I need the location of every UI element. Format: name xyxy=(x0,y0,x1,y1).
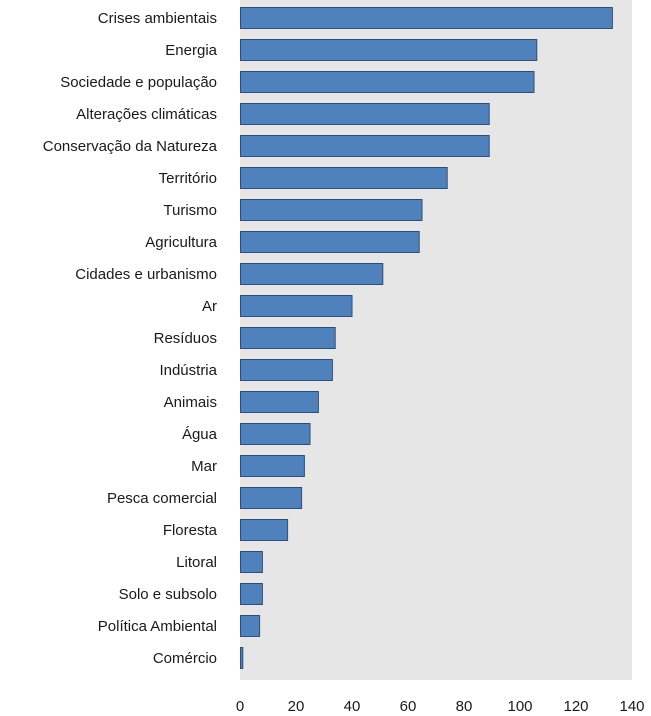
category-label: Política Ambiental xyxy=(98,618,217,635)
x-axis-ticks: 0 20 40 60 80 100 120 140 xyxy=(236,698,645,715)
bar-10 xyxy=(240,295,353,317)
bar-3 xyxy=(240,71,535,93)
bar-6 xyxy=(240,167,448,189)
category-label: Pesca comercial xyxy=(107,490,217,507)
category-label: Floresta xyxy=(163,522,218,539)
category-label: Sociedade e população xyxy=(60,74,217,91)
category-label: Comércio xyxy=(153,650,217,667)
bar-16 xyxy=(240,487,303,509)
bar-1 xyxy=(240,7,613,29)
x-tick-label: 140 xyxy=(619,698,644,715)
x-tick-label: 40 xyxy=(344,698,361,715)
bar-18 xyxy=(240,551,263,573)
category-label: Alterações climáticas xyxy=(76,106,217,123)
category-label: Mar xyxy=(191,458,217,475)
bar-11 xyxy=(240,327,336,349)
bars-group xyxy=(240,7,613,669)
category-label: Agricultura xyxy=(145,234,217,251)
bar-9 xyxy=(240,263,384,285)
bar-4 xyxy=(240,103,490,125)
x-tick-label: 80 xyxy=(456,698,473,715)
bar-20 xyxy=(240,615,261,637)
bar-15 xyxy=(240,455,305,477)
bar-8 xyxy=(240,231,420,253)
category-label: Energia xyxy=(165,42,217,59)
bar-21 xyxy=(240,647,244,669)
bar-17 xyxy=(240,519,289,541)
category-label: Ar xyxy=(202,298,217,315)
bar-12 xyxy=(240,359,333,381)
category-label: Litoral xyxy=(176,554,217,571)
category-label: Crises ambientais xyxy=(98,10,217,27)
category-labels: Crises ambientais Energia Sociedade e popu… xyxy=(43,10,218,667)
bar-19 xyxy=(240,583,263,605)
bar-2 xyxy=(240,39,538,61)
bar-7 xyxy=(240,199,423,221)
category-label: Turismo xyxy=(163,202,217,219)
category-label: Solo e subsolo xyxy=(119,586,217,603)
x-tick-label: 100 xyxy=(507,698,532,715)
category-label: Animais xyxy=(164,394,217,411)
category-label: Resíduos xyxy=(154,330,217,347)
x-tick-label: 20 xyxy=(288,698,305,715)
x-tick-label: 120 xyxy=(563,698,588,715)
category-label: Cidades e urbanismo xyxy=(75,266,217,283)
x-tick-label: 0 xyxy=(236,698,244,715)
bar-5 xyxy=(240,135,490,157)
category-label: Conservação da Natureza xyxy=(43,138,218,155)
category-label: Indústria xyxy=(159,362,217,379)
x-tick-label: 60 xyxy=(400,698,417,715)
category-label: Água xyxy=(182,426,218,443)
category-label: Território xyxy=(159,170,217,187)
bar-13 xyxy=(240,391,319,413)
bar-14 xyxy=(240,423,311,445)
